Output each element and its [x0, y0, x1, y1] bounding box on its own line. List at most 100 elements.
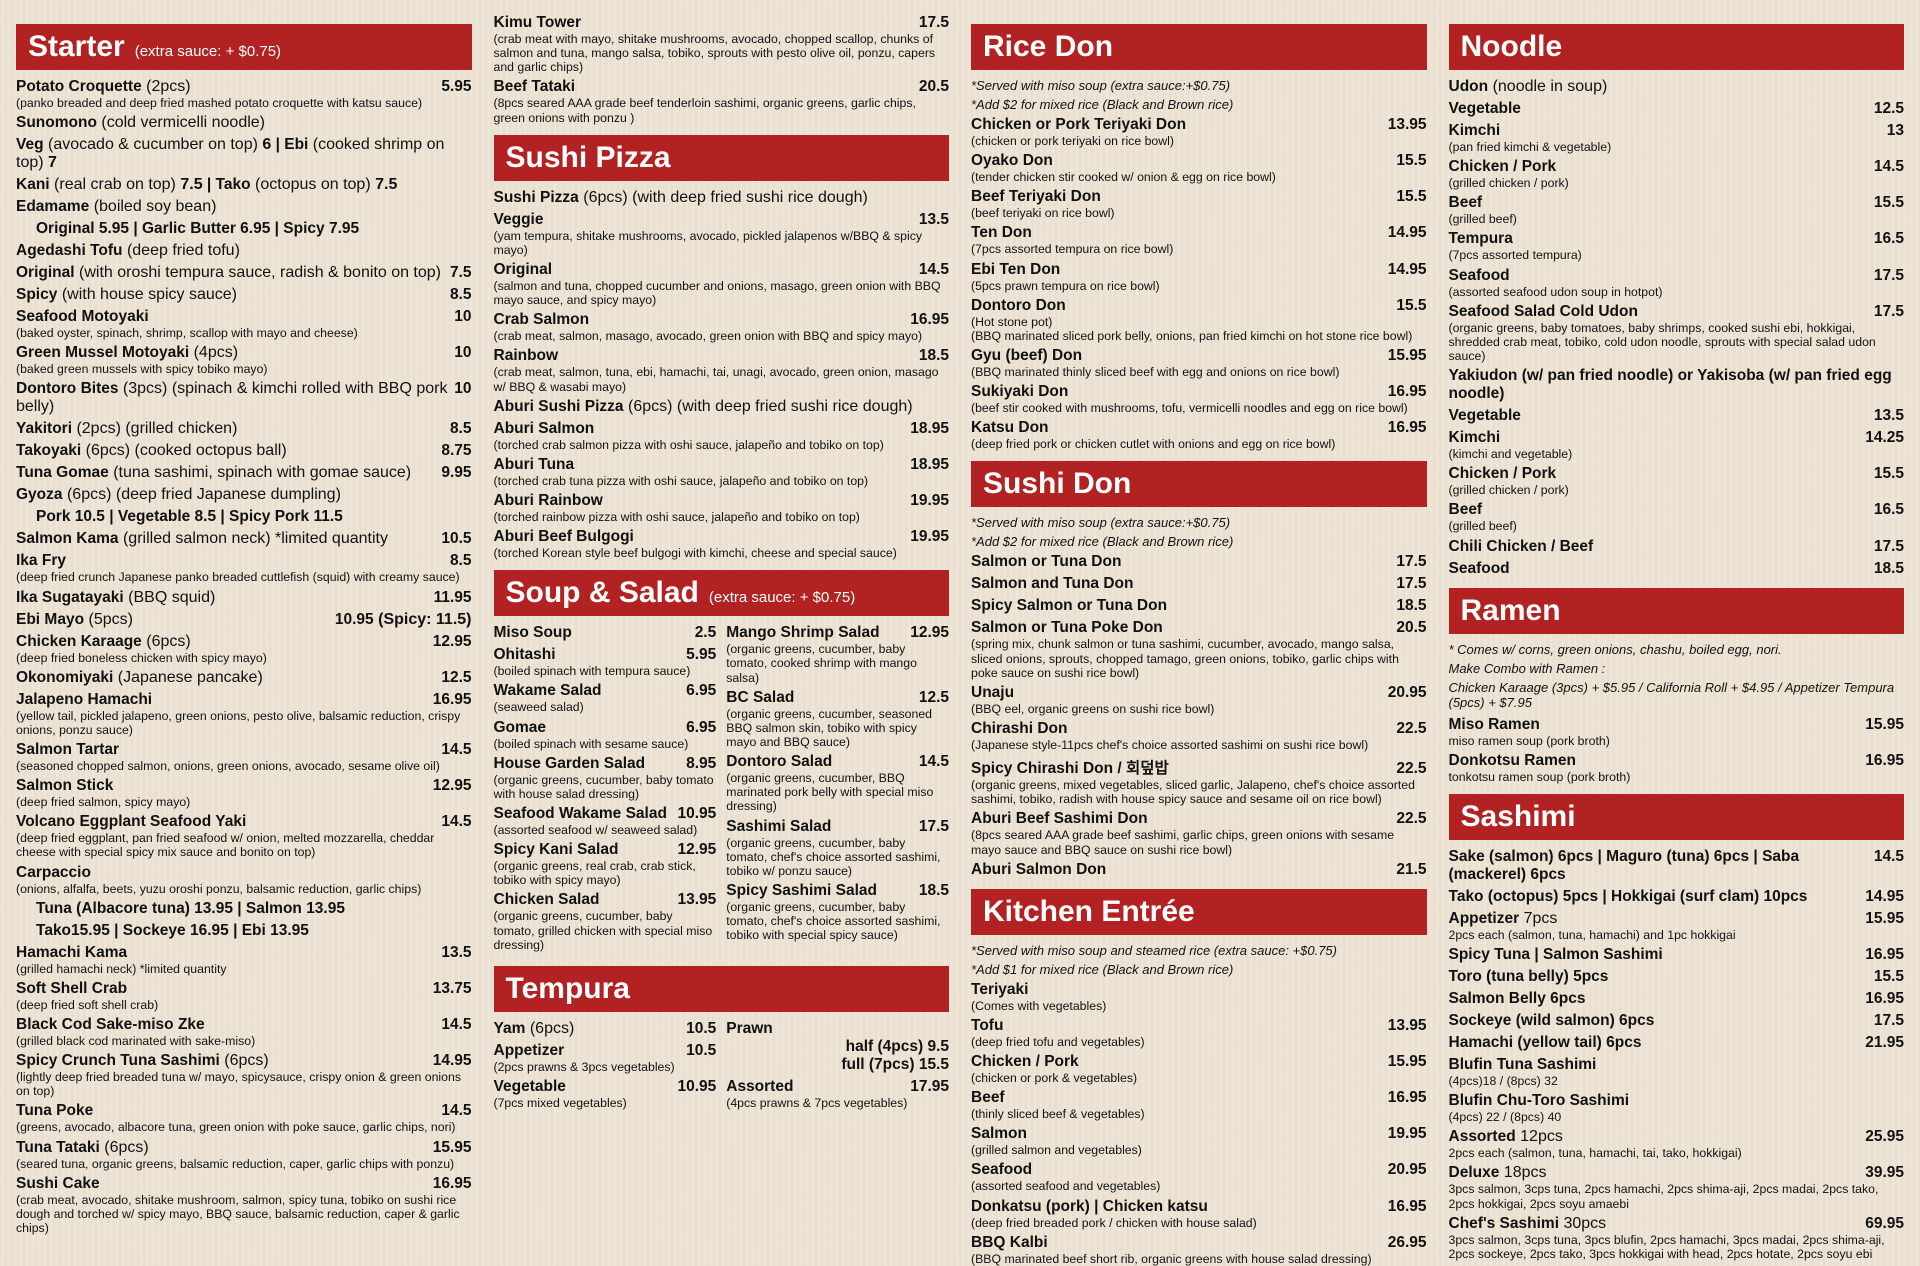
menu-item-description: (deep fried crunch Japanese panko breade…: [16, 570, 472, 584]
menu-item-inline-price: 6: [262, 136, 271, 153]
menu-item-price: 12.95: [433, 633, 472, 650]
menu-item-name: House Garden Salad: [494, 755, 646, 772]
menu-item: Beef Teriyaki Don 15.5 (beef teriyaki on…: [971, 188, 1427, 220]
menu-item-description: (thinly sliced beef & vegetables): [971, 1107, 1427, 1121]
menu-item-description: (BBQ eel, organic greens on sushi rice b…: [971, 702, 1427, 716]
menu-item-price: 13.5: [919, 211, 949, 228]
menu-item-name: Aburi Rainbow: [494, 492, 603, 509]
menu-item-name: Vegetable: [1449, 407, 1521, 424]
menu-item-description: (yellow tail, pickled jalapeno, green on…: [16, 709, 472, 737]
menu-item: Miso Ramen 15.95 miso ramen soup (pork b…: [1449, 716, 1905, 748]
menu-item: Okonomiyaki (Japanese pancake) 12.5: [16, 669, 472, 687]
section-title-text: Ramen: [1461, 594, 1561, 628]
menu-item: Ika Fry 8.5 (deep fried crunch Japanese …: [16, 552, 472, 584]
menu-item-price: 17.5: [1396, 575, 1426, 592]
menu-item-name: Beef Tataki: [494, 78, 576, 95]
menu-item: Spicy Tuna | Salmon Sashimi 16.95: [1449, 946, 1905, 964]
menu-item-description: (organic greens, cucumber, baby tomato, …: [726, 836, 949, 878]
menu-item-price: 14.95: [1388, 261, 1427, 278]
menu-item-name: Seafood Salad Cold Udon: [1449, 303, 1638, 320]
menu-item: Chicken / Pork 15.5 (grilled chicken / p…: [1449, 465, 1905, 497]
menu-note: *Served with miso soup and steamed rice …: [971, 943, 1427, 958]
menu-item: Salmon Kama (grilled salmon neck) *limit…: [16, 530, 472, 548]
menu-item-name: Miso Soup: [494, 624, 572, 641]
menu-item-name: Original: [16, 264, 75, 281]
menu-item-name: Vegetable: [1449, 100, 1521, 117]
menu-item: Seafood Salad Cold Udon 17.5 (organic gr…: [1449, 303, 1905, 363]
menu-raw-line: Pork 10.5 | Vegetable 8.5 | Spicy Pork 1…: [16, 508, 472, 526]
menu-item-description: (BBQ marinated beef short rib, organic g…: [971, 1252, 1427, 1266]
menu-item-description: (organic greens, cucumber, seasoned BBQ …: [726, 707, 949, 749]
menu-item: Teriyaki (Comes with vegetables): [971, 981, 1427, 1013]
section-header-sashimi: Sashimi: [1449, 794, 1905, 840]
menu-item-name: Hamachi (yellow tail) 6pcs: [1449, 1034, 1642, 1051]
menu-item-name: Takoyaki: [16, 442, 81, 459]
menu-item-name: Toro (tuna belly) 5pcs: [1449, 968, 1609, 985]
menu-item-name: Black Cod Sake-miso Zke: [16, 1016, 205, 1033]
menu-item: Seafood Wakame Salad 10.95 (assorted sea…: [494, 805, 717, 837]
menu-item-name: Sockeye (wild salmon) 6pcs: [1449, 1012, 1655, 1029]
menu-item: Sukiyaki Don 16.95 (beef stir cooked wit…: [971, 383, 1427, 415]
menu-raw-line: Original 5.95 | Garlic Butter 6.95 | Spi…: [16, 220, 472, 238]
menu-item: Chicken or Pork Teriyaki Don 13.95 (chic…: [971, 116, 1427, 148]
menu-item-price: 17.5: [1874, 303, 1904, 320]
menu-item-subtext: (boiled soy bean): [94, 198, 217, 215]
menu-item-subtext: 12pcs: [1520, 1128, 1563, 1145]
menu-item-description: 2pcs each (salmon, tuna, hamachi) and 1p…: [1449, 928, 1905, 942]
menu-note: *Served with miso soup (extra sauce:+$0.…: [971, 78, 1427, 93]
menu-item-name: Kimchi: [1449, 122, 1501, 139]
menu-item-price: 13: [1887, 122, 1904, 139]
menu-item: Edamame (boiled soy bean): [16, 198, 472, 216]
menu-item-name: Salmon Belly 6pcs: [1449, 990, 1586, 1007]
menu-item: Rainbow 18.5 (crab meat, salmon, tuna, e…: [494, 347, 950, 393]
menu-item: Blufin Tuna Sashimi (4pcs)18 / (8pcs) 32: [1449, 1056, 1905, 1088]
menu-item-price: 10: [454, 380, 471, 397]
menu-item-inline-price: 7.5: [375, 176, 397, 193]
menu-item-name: Sushi Cake: [16, 1175, 100, 1192]
menu-item: Ebi Ten Don 14.95 (5pcs prawn tempura on…: [971, 261, 1427, 293]
menu-item: Aburi Tuna 18.95 (torched crab tuna pizz…: [494, 456, 950, 488]
menu-item-price: 15.95: [433, 1139, 472, 1156]
menu-item-description: (deep fried eggplant, pan fried seafood …: [16, 831, 472, 859]
menu-item: Sushi Pizza (6pcs) (with deep fried sush…: [494, 189, 950, 207]
menu-item-description: (boiled spinach with tempura sauce): [494, 664, 717, 678]
menu-item-description: (Japanese style-11pcs chef's choice asso…: [971, 738, 1427, 752]
menu-item-price: 19.95: [910, 492, 949, 509]
menu-item-price: 5.95: [686, 646, 716, 663]
menu-item-name: Rainbow: [494, 347, 559, 364]
menu-item-name: Volcano Eggplant Seafood Yaki: [16, 813, 246, 830]
menu-item-price: 16.95: [1388, 1089, 1427, 1106]
menu-item-description: (seared tuna, organic greens, balsamic r…: [16, 1157, 472, 1171]
menu-item: Chicken / Pork 15.95 (chicken or pork & …: [971, 1053, 1427, 1085]
menu-item-price: 39.95: [1865, 1164, 1904, 1181]
menu-item-description: (5pcs prawn tempura on rice bowl): [971, 279, 1427, 293]
menu-item-description: (greens, avocado, albacore tuna, green o…: [16, 1120, 472, 1134]
menu-raw-line: Tuna (Albacore tuna) 13.95 | Salmon 13.9…: [16, 900, 472, 918]
menu-item-price: 21.95: [1865, 1034, 1904, 1051]
menu-item: Aburi Salmon Don 21.5: [971, 861, 1427, 879]
menu-item-price: 20.5: [1396, 619, 1426, 636]
menu-item: Chirashi Don 22.5 (Japanese style-11pcs …: [971, 720, 1427, 752]
menu-item-name: Miso Ramen: [1449, 716, 1540, 733]
menu-item-name: Beef: [1449, 501, 1483, 518]
menu-item-name: Chirashi Don: [971, 720, 1067, 737]
menu-item-subtext: (6pcs): [224, 1052, 268, 1069]
menu-item-price: 19.95: [1388, 1125, 1427, 1142]
menu-item-price: 17.5: [919, 14, 949, 31]
menu-item-subtext: (Japanese pancake): [118, 669, 263, 686]
menu-item-description: (crab meat with mayo, shitake mushrooms,…: [494, 32, 950, 74]
menu-item-subtext: (real crab on top): [54, 176, 176, 193]
menu-item-name: Tuna Gomae: [16, 464, 109, 481]
menu-item-name: BC Salad: [726, 689, 794, 706]
menu-item-price: 13.5: [441, 944, 471, 961]
menu-item-description: (lightly deep fried breaded tuna w/ mayo…: [16, 1070, 472, 1098]
menu-item-price: 16.95: [1388, 1198, 1427, 1215]
menu-item: Dontoro Bites (3pcs) (spinach & kimchi r…: [16, 380, 472, 416]
menu-item-price: 11.95: [434, 589, 472, 606]
menu-item-name: | Tako: [203, 176, 251, 193]
menu-item-subtext: (octopus on top): [255, 176, 371, 193]
menu-note: Make Combo with Ramen :: [1449, 661, 1905, 676]
menu-item: Dontoro Salad 14.5 (organic greens, cucu…: [726, 753, 949, 813]
menu-item-price: 26.95: [1388, 1234, 1427, 1251]
menu-item-name: Yam: [494, 1020, 526, 1037]
